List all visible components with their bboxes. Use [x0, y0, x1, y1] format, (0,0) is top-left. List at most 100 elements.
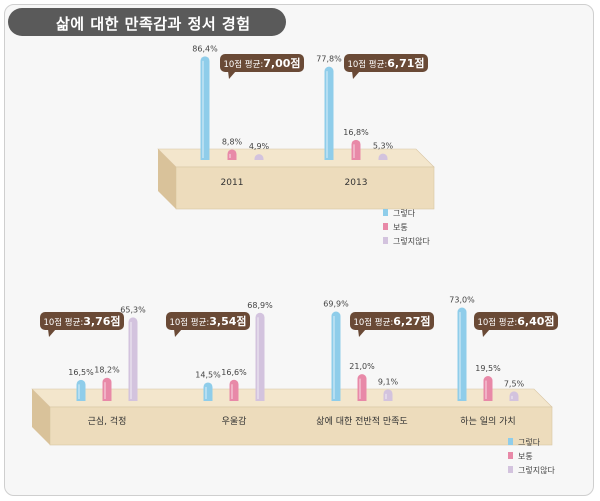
bottom-data-label-2-1: 21,0% — [349, 362, 375, 371]
bottom-bar-2-2 — [383, 389, 393, 401]
bottom-data-label-2-2: 9,1% — [378, 377, 399, 386]
bottom-data-label-3-2: 7,5% — [504, 379, 525, 388]
bottom-data-label-0-2: 65,3% — [120, 305, 146, 314]
bottom-category-label-0: 근심, 걱정 — [88, 415, 127, 427]
top-category-label-0: 2011 — [221, 178, 244, 188]
bottom-data-label-3-0: 73,0% — [449, 296, 475, 305]
bottom-avg-badge-0-pointer — [48, 329, 56, 337]
bottom-bar-2-0 — [331, 311, 341, 401]
top-bar-shine-1-1 — [353, 144, 355, 158]
bottom-avg-badge-3-pointer — [482, 329, 490, 337]
bottom-bar-1-0 — [203, 382, 213, 401]
top-bar-1-1 — [351, 139, 361, 160]
legend-top-swatch-0 — [383, 209, 388, 216]
top-data-label-0-0: 86,4% — [192, 44, 218, 53]
bottom-bar-3-1 — [483, 376, 493, 401]
chart-top-2011-2013: 86,4% 77,8% 8,8% 16,8% 4,9% 5,3% 2011 2013 10점 평… — [157, 44, 435, 210]
bottom-bar-0-0 — [76, 379, 86, 401]
bottom-bar-shine-0-1 — [104, 382, 106, 399]
top-bar-1-0 — [324, 66, 334, 160]
platform-top-side — [158, 149, 176, 209]
bottom-avg-badge-1-bg — [166, 312, 250, 330]
bottom-data-label-1-1: 16,6% — [221, 368, 247, 377]
bottom-bar-3-0 — [457, 307, 467, 401]
bottom-data-label-0-1: 18,2% — [94, 366, 120, 375]
legend-top-swatch-2 — [383, 237, 388, 244]
top-data-label-1-2: 5,3% — [373, 142, 394, 151]
bottom-data-label-1-0: 14,5% — [195, 370, 221, 379]
legend-top-label-2: 그렇지않다 — [393, 236, 430, 246]
bottom-data-label-2-0: 69,9% — [323, 300, 349, 309]
legend-bottom-label-0: 그렇다 — [518, 437, 541, 447]
top-avg-badge-0-text: 10점 평균:7,00점 — [223, 56, 300, 70]
top-bar-1-2 — [378, 153, 388, 160]
bottom-category-label-2: 삶에 대한 전반적 만족도 — [316, 415, 407, 427]
top-data-label-0-1: 8,8% — [222, 137, 243, 146]
bottom-data-label-1-2: 68,9% — [247, 301, 273, 310]
bottom-bar-shine-3-1 — [485, 380, 487, 399]
bottom-bar-2-1 — [357, 374, 367, 401]
bottom-avg-badge-2-pointer — [358, 329, 366, 337]
legend-bottom-label-2: 그렇지않다 — [518, 465, 555, 475]
top-data-label-1-0: 77,8% — [316, 55, 342, 64]
top-avg-badge-0-pointer — [228, 71, 236, 79]
bottom-avg-badge-1-text: 10점 평균:3,54점 — [169, 314, 246, 328]
bottom-bar-shine-1-2 — [257, 317, 259, 399]
bottom-bar-shine-2-1 — [359, 378, 361, 399]
title-tab — [8, 8, 286, 36]
bottom-avg-badge-0-bg — [40, 312, 124, 330]
bottom-bar-3-2 — [509, 391, 519, 401]
platform-bottom-side — [32, 389, 50, 445]
top-avg-badge-1-bg — [344, 54, 428, 72]
bottom-avg-badge-0-text: 10점 평균:3,76점 — [43, 314, 120, 328]
top-data-label-0-2: 4,9% — [249, 142, 270, 151]
top-bar-shine-1-0 — [326, 71, 328, 158]
legend-top-label-0: 그렇다 — [393, 208, 416, 218]
bottom-bar-shine-3-0 — [459, 312, 461, 399]
bottom-bar-shine-2-2 — [385, 393, 387, 399]
bottom-bar-shine-0-0 — [78, 384, 80, 399]
legend-bottom-swatch-2 — [508, 466, 513, 473]
bottom-bar-1-2 — [255, 312, 265, 401]
bottom-bar-shine-1-1 — [231, 384, 233, 399]
chart-bottom-emotions: 16,5% 14,5% 69,9% 73,0% 18,2% 16,6% 21,0% 19,5%… — [31, 296, 558, 446]
platform-top-front — [175, 166, 435, 210]
bottom-bar-1-1 — [229, 379, 239, 401]
bottom-bar-0-1 — [102, 377, 112, 401]
top-bar-0-1 — [227, 149, 237, 160]
top-avg-badge-1-text: 10점 평균:6,71점 — [347, 56, 424, 70]
platform-bottom-front — [49, 406, 553, 446]
top-avg-badge-0-bg — [220, 54, 304, 72]
page-title: 삶에 대한 만족감과 정서 경험 — [56, 15, 251, 33]
top-data-label-1-1: 16,8% — [343, 128, 369, 137]
bottom-category-label-1: 우울감 — [222, 415, 247, 427]
legend-bottom-label-1: 보통 — [518, 452, 533, 461]
bottom-avg-badge-3-text: 10점 평균:6,40점 — [477, 314, 554, 328]
bottom-category-label-3: 하는 일의 가치 — [460, 415, 515, 427]
top-bar-0-2 — [254, 154, 264, 160]
top-category-label-1: 2013 — [345, 178, 368, 188]
bottom-bar-shine-1-0 — [205, 386, 207, 399]
bottom-bar-0-2 — [128, 317, 138, 401]
top-bar-shine-0-1 — [229, 153, 231, 158]
bottom-bar-shine-3-2 — [511, 395, 513, 399]
top-avg-badge-1-pointer — [352, 71, 360, 79]
bottom-data-label-0-0: 16,5% — [68, 368, 94, 377]
bottom-avg-badge-2-bg — [350, 312, 434, 330]
bottom-bar-shine-0-2 — [130, 321, 132, 399]
legend-top-swatch-1 — [383, 223, 388, 230]
bottom-bar-shine-2-0 — [333, 316, 335, 399]
bottom-data-label-3-1: 19,5% — [475, 364, 501, 373]
bottom-avg-badge-1-pointer — [174, 329, 182, 337]
platform-top-top — [157, 148, 435, 168]
top-bar-0-0 — [200, 56, 210, 160]
top-bar-shine-0-0 — [202, 60, 204, 158]
bottom-avg-badge-2-text: 10점 평균:6,27점 — [353, 314, 430, 328]
bottom-avg-badge-3-bg — [474, 312, 558, 330]
legend-bottom-swatch-0 — [508, 438, 513, 445]
legend-bottom-swatch-1 — [508, 452, 513, 459]
legend-top-label-1: 보통 — [393, 223, 408, 232]
